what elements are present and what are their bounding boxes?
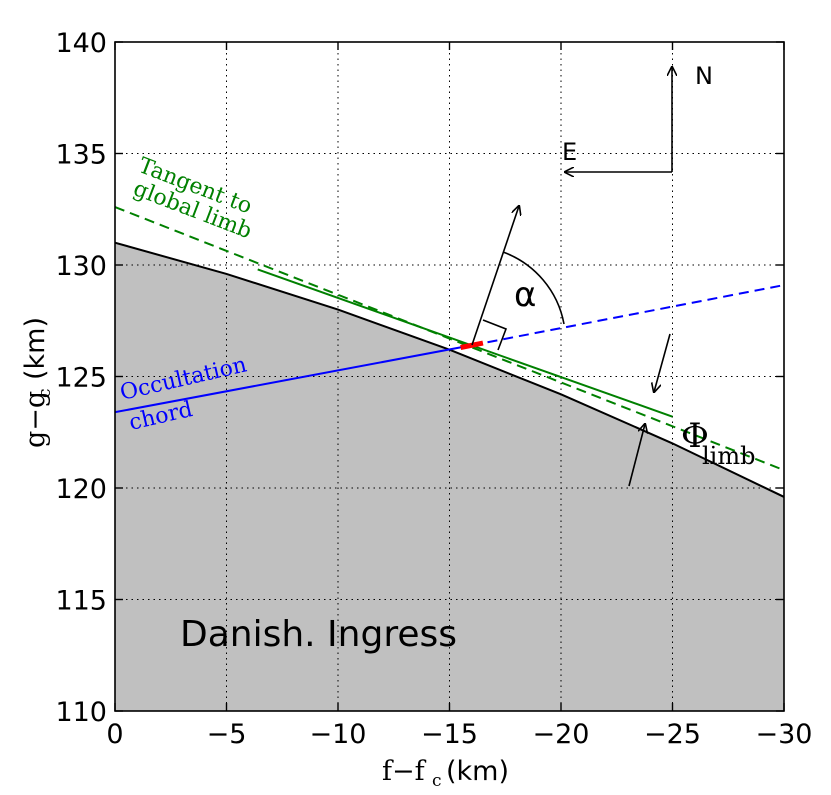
x-tick-label: 0 [106,719,123,750]
svg-text:f−f: f−f [382,756,427,787]
y-tick-label: 120 [55,474,107,505]
svg-text:(km): (km) [446,756,509,787]
svg-text:c: c [432,771,442,791]
svg-text:g−g: g−g [20,391,51,448]
axis-ticks: 0 −5 −10 −15 −20 −25 −30 110 115 120 125 130 135 140 [55,28,812,750]
y-tick-label: 130 [55,251,107,282]
phi-label: Φ [681,416,709,456]
y-axis-label: g−g c (km) [20,317,55,448]
east-label: E [562,138,577,166]
alpha-arc [502,251,565,325]
y-tick-label: 125 [55,363,107,394]
x-tick-label: −10 [310,719,367,750]
event-marker [460,340,484,350]
x-tick-label: −5 [207,719,247,750]
x-tick-label: −15 [421,719,478,750]
tangent-local-limb-line [257,268,673,418]
y-tick-label: 140 [55,28,107,59]
north-label: N [695,62,713,90]
phi-subscript: limb [702,442,755,470]
x-tick-label: −20 [533,719,590,750]
tangent-global-limb-line [115,206,784,472]
alpha-label: α [514,275,536,315]
occultation-chord-extension [471,284,784,347]
x-tick-label: −25 [644,719,701,750]
x-tick-label: −30 [756,719,813,750]
right-angle-mark [482,319,508,351]
y-tick-label: 115 [55,586,107,617]
x-axis-label: f−f c (km) [382,756,509,791]
y-tick-label: 110 [55,697,107,728]
panel-label: Danish. Ingress [180,614,457,655]
normal-arrow [471,206,519,346]
occultation-chord-line [115,344,472,414]
svg-text:(km): (km) [20,317,51,380]
phi-arrow-upper [654,333,671,392]
y-tick-label: 135 [55,140,107,171]
phi-arrow-lower [628,424,645,487]
svg-text:c: c [35,388,55,398]
